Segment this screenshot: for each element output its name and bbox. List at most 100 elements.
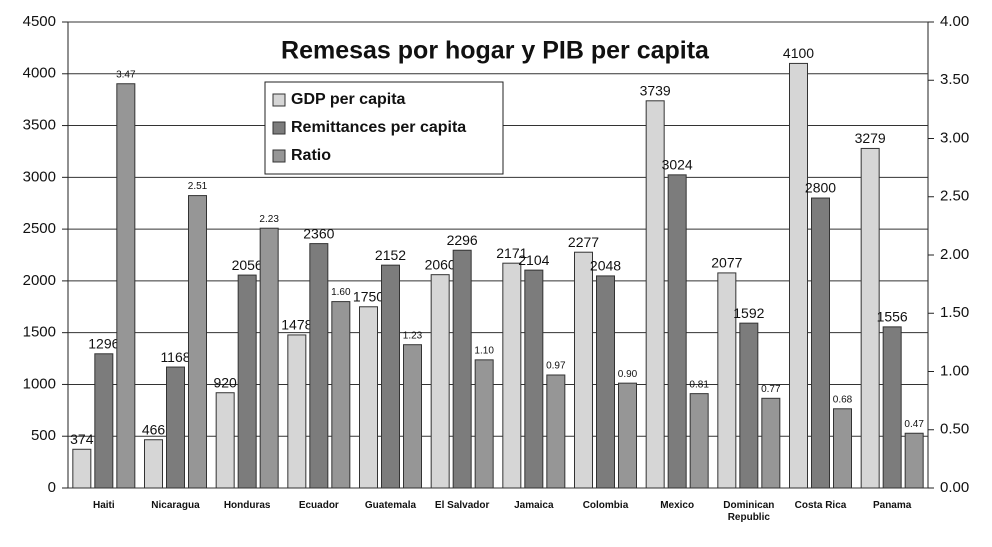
x-tick-label: El Salvador (434, 500, 490, 511)
y-tick-label: 3000 (23, 168, 56, 185)
bar (546, 374, 566, 489)
x-tick-label: Panama (872, 500, 912, 511)
y-tick-label: 4000 (23, 65, 56, 82)
data-label: 1556 (877, 309, 908, 325)
data-label: 920 (213, 374, 237, 390)
bar (237, 274, 257, 489)
bar (215, 392, 235, 489)
bar (618, 382, 637, 489)
data-label: 1750 (353, 288, 384, 304)
data-label: 2277 (568, 234, 599, 250)
data-label: 1296 (88, 335, 119, 351)
data-label: 4100 (783, 45, 814, 61)
data-label: 3739 (640, 83, 671, 99)
y2-tick-label: 1.00 (940, 362, 969, 379)
x-tick-label: Guatemala (364, 500, 417, 511)
y2-tick-label: 4.00 (940, 13, 969, 30)
data-label: 1.23 (403, 330, 423, 341)
data-label: 1592 (733, 305, 764, 321)
bar (166, 366, 185, 489)
bar (72, 448, 92, 489)
data-label: 1.60 (331, 287, 351, 298)
x-tick-label: Mexico (660, 500, 695, 511)
data-label: 2077 (711, 255, 742, 271)
data-label: 1.10 (474, 345, 494, 356)
bar (882, 326, 902, 489)
data-label: 0.90 (618, 369, 638, 380)
bar (761, 397, 781, 489)
data-label: 466 (142, 421, 166, 437)
data-label: 3024 (662, 157, 693, 173)
x-tick-label: Ecuador (298, 500, 339, 511)
legend-box (264, 81, 504, 175)
data-label: 0.68 (833, 394, 853, 405)
data-label: 1478 (281, 317, 312, 333)
x-tick-label: Haiti (92, 500, 115, 511)
y-tick-label: 4500 (23, 13, 56, 30)
x-tick-label: Jamaica (514, 500, 554, 511)
bar (502, 262, 522, 489)
x-tick-label: Costa Rica (794, 500, 847, 511)
data-label: 374 (70, 431, 94, 447)
bar (188, 195, 207, 489)
data-label: 2171 (496, 245, 527, 261)
bar (739, 322, 759, 489)
bar (381, 264, 400, 489)
data-label: 2360 (303, 225, 334, 241)
data-label: 2152 (375, 247, 406, 263)
bar (574, 251, 593, 489)
bar (116, 83, 136, 489)
legend-label: Remittances per capita (291, 119, 466, 136)
data-label: 0.81 (689, 379, 709, 390)
data-label: 0.97 (546, 361, 566, 372)
bar (359, 306, 378, 489)
y2-tick-label: 0.50 (940, 421, 969, 438)
bar (717, 272, 737, 489)
bar (645, 100, 665, 489)
x-tick-label: Nicaragua (151, 500, 200, 511)
y2-tick-label: 3.50 (940, 71, 969, 88)
bar (811, 197, 830, 489)
bar (789, 62, 808, 489)
legend-label: GDP per capita (291, 91, 406, 108)
data-label: 2060 (425, 256, 456, 272)
data-label: 2.51 (188, 181, 208, 192)
bar (287, 334, 307, 489)
bar (259, 227, 279, 489)
bar (430, 274, 450, 489)
bar (689, 393, 709, 489)
y-tick-label: 3500 (23, 117, 56, 134)
bar (667, 174, 687, 489)
data-label: 2800 (805, 180, 836, 196)
y-tick-label: 500 (31, 427, 56, 444)
y-tick-label: 2000 (23, 272, 56, 289)
bar (833, 408, 852, 489)
y-tick-label: 0 (48, 479, 56, 496)
legend-label: Ratio (291, 147, 331, 164)
y-tick-label: 2500 (23, 220, 56, 237)
y2-tick-label: 2.00 (940, 246, 969, 263)
y-tick-label: 1500 (23, 324, 56, 341)
data-label: 2104 (518, 252, 549, 268)
data-label: 2296 (447, 232, 478, 248)
bar (309, 243, 329, 489)
bar (474, 359, 494, 489)
y2-tick-label: 2.50 (940, 188, 969, 205)
legend-swatch (272, 121, 286, 135)
x-tick-label: Colombia (582, 500, 629, 511)
data-label: 0.77 (761, 384, 781, 395)
bar (403, 344, 422, 489)
bar (524, 269, 544, 489)
y-tick-label: 1000 (23, 375, 56, 392)
bar (904, 432, 924, 489)
data-label: 2.23 (259, 214, 279, 225)
x-tick-label: Dominican Republic (723, 500, 775, 523)
data-label: 3.47 (116, 69, 136, 80)
data-label: 2048 (590, 258, 621, 274)
legend-swatch (272, 93, 286, 107)
bar (331, 301, 351, 489)
data-label: 2056 (232, 257, 263, 273)
x-tick-label: Honduras (223, 500, 271, 511)
